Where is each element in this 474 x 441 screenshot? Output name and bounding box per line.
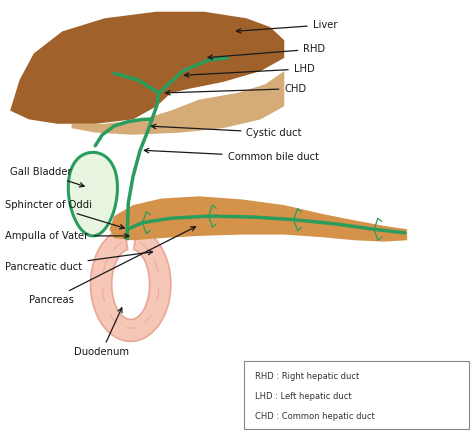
Text: CHD : Common hepatic duct: CHD : Common hepatic duct xyxy=(255,411,375,421)
Text: LHD : Left hepatic duct: LHD : Left hepatic duct xyxy=(255,392,352,401)
Text: Pancreatic duct: Pancreatic duct xyxy=(5,250,153,272)
Text: CHD: CHD xyxy=(165,84,306,95)
Polygon shape xyxy=(68,152,118,236)
Text: Common bile duct: Common bile duct xyxy=(144,148,319,162)
Text: Ampulla of Vater: Ampulla of Vater xyxy=(5,231,129,241)
Text: RHD: RHD xyxy=(208,44,325,60)
Text: RHD : Right hepatic duct: RHD : Right hepatic duct xyxy=(255,372,359,381)
Text: LHD: LHD xyxy=(184,64,314,77)
Text: Pancreas: Pancreas xyxy=(29,227,195,305)
FancyBboxPatch shape xyxy=(244,361,469,430)
Text: Sphincter of Oddi: Sphincter of Oddi xyxy=(5,200,124,229)
Text: Gall Bladder: Gall Bladder xyxy=(10,167,84,187)
Polygon shape xyxy=(109,196,407,242)
Text: Liver: Liver xyxy=(237,20,337,33)
Polygon shape xyxy=(10,11,284,124)
Text: Cystic duct: Cystic duct xyxy=(151,124,302,138)
Text: Duodenum: Duodenum xyxy=(74,308,129,357)
Polygon shape xyxy=(91,228,171,341)
Polygon shape xyxy=(72,71,284,135)
